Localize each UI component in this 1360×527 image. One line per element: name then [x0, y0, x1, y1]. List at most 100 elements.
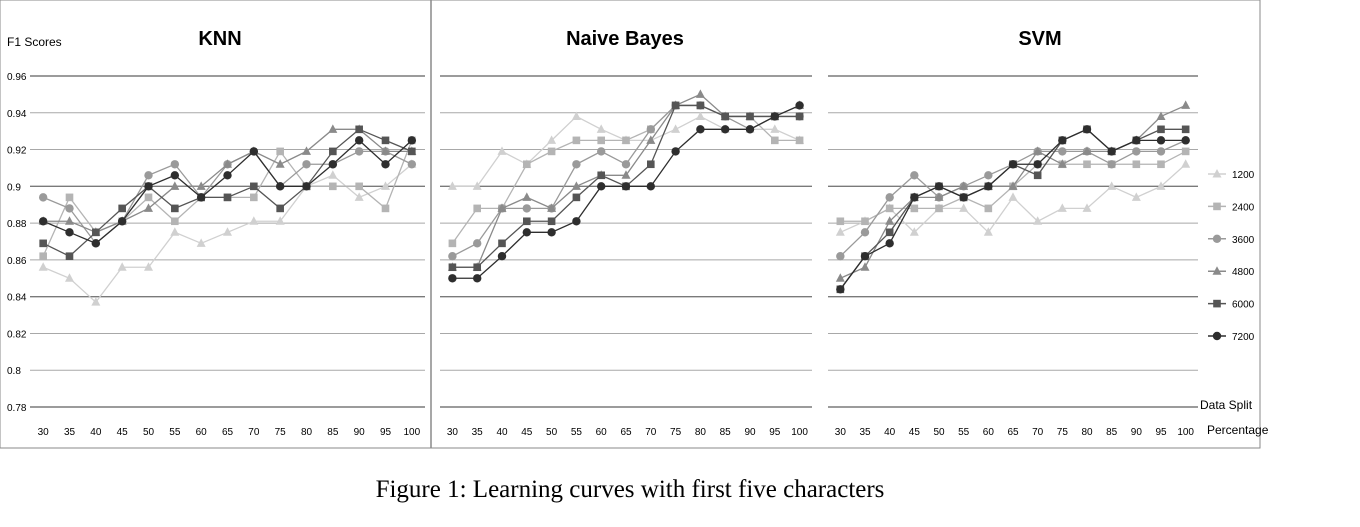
- x-tick-label: 40: [884, 427, 896, 438]
- data-point-6000: [39, 239, 47, 248]
- data-point-7200: [1132, 136, 1141, 145]
- data-point-4800: [381, 146, 390, 155]
- data-point-4800: [695, 89, 705, 98]
- x-tick-label: 100: [791, 427, 808, 438]
- y-tick-label: 0.92: [7, 146, 27, 157]
- data-point-1200: [497, 146, 507, 155]
- data-point-7200: [328, 160, 338, 169]
- x-tick-label: 60: [196, 427, 208, 438]
- data-point-7200: [770, 112, 779, 121]
- data-point-3600: [65, 204, 74, 213]
- data-point-7200: [1058, 136, 1067, 145]
- data-point-6000: [171, 204, 179, 213]
- data-point-7200: [497, 252, 507, 261]
- data-point-7200: [984, 182, 993, 191]
- data-point-2400: [984, 204, 993, 213]
- x-tick-label: 40: [496, 427, 508, 438]
- data-point-4800: [1057, 159, 1067, 168]
- y-axis-label: F1 Scores: [7, 35, 62, 49]
- data-point-4800: [934, 192, 944, 201]
- legend-label: 1200: [1232, 170, 1255, 181]
- x-tick-label: 85: [327, 427, 339, 438]
- data-point-7200: [522, 228, 531, 237]
- data-point-3600: [1107, 160, 1116, 169]
- x-axis-label-line1: Data Split: [1200, 398, 1253, 412]
- data-point-1200: [770, 124, 780, 133]
- data-point-1200: [547, 135, 557, 144]
- data-point-6000: [746, 112, 754, 121]
- data-point-6000: [498, 239, 506, 248]
- data-point-1200: [472, 181, 482, 190]
- data-point-2400: [523, 160, 531, 169]
- data-point-2400: [910, 204, 919, 213]
- figure-caption: Figure 1: Learning curves with first fiv…: [375, 476, 885, 503]
- data-point-6000: [276, 204, 284, 213]
- legend-label: 4800: [1232, 267, 1255, 278]
- data-point-4800: [571, 181, 581, 190]
- data-point-3600: [407, 160, 417, 169]
- data-point-3600: [860, 228, 870, 237]
- x-tick-label: 45: [117, 427, 129, 438]
- legend-label: 6000: [1232, 300, 1255, 311]
- data-point-2400: [381, 204, 390, 213]
- data-point-2400: [1083, 160, 1091, 169]
- data-point-3600: [885, 193, 894, 202]
- data-point-2400: [795, 136, 804, 145]
- x-tick-label: 30: [38, 427, 50, 438]
- data-point-7200: [1033, 160, 1042, 169]
- data-point-4800: [196, 181, 206, 190]
- data-point-6000: [65, 252, 74, 261]
- data-point-7200: [1082, 125, 1092, 134]
- data-point-7200: [354, 136, 364, 145]
- data-point-6000: [721, 112, 729, 121]
- data-point-2400: [473, 204, 481, 213]
- legend-marker-4800: [1212, 266, 1222, 275]
- data-point-4800: [1008, 181, 1018, 190]
- data-point-7200: [621, 182, 631, 191]
- data-point-7200: [860, 252, 870, 261]
- data-point-1200: [170, 227, 180, 236]
- data-point-1200: [959, 203, 969, 212]
- data-point-3600: [302, 160, 311, 169]
- data-point-3600: [984, 171, 993, 180]
- data-point-2400: [597, 136, 605, 145]
- data-point-1200: [695, 111, 705, 120]
- data-point-2400: [622, 136, 630, 145]
- data-point-6000: [1157, 125, 1165, 134]
- data-point-1200: [144, 262, 153, 271]
- data-point-4800: [302, 146, 311, 155]
- data-point-7200: [275, 182, 285, 191]
- y-tick-label: 0.86: [7, 256, 27, 267]
- data-point-4800: [1181, 100, 1191, 109]
- y-tick-label: 0.9: [7, 182, 21, 193]
- data-point-6000: [671, 101, 680, 110]
- data-point-7200: [144, 182, 153, 191]
- data-point-3600: [646, 125, 655, 134]
- data-point-2400: [547, 147, 556, 156]
- data-point-1200: [354, 192, 364, 201]
- data-point-4800: [1033, 146, 1043, 155]
- data-point-7200: [473, 274, 482, 283]
- data-point-3600: [910, 171, 919, 180]
- data-point-6000: [572, 193, 581, 202]
- data-point-3600: [1058, 147, 1067, 156]
- data-point-4800: [547, 203, 557, 212]
- learning-curves-figure: F1 Scores Data Split Percentage 0.78 0.8 0…: [0, 0, 1269, 449]
- x-tick-label: 95: [769, 427, 781, 438]
- data-point-6000: [381, 136, 390, 145]
- x-tick-label: 75: [275, 427, 287, 438]
- data-point-6000: [1181, 125, 1190, 134]
- data-point-6000: [355, 125, 363, 134]
- data-point-1200: [91, 297, 101, 306]
- data-point-7200: [65, 228, 74, 237]
- x-tick-label: 30: [447, 427, 459, 438]
- data-point-6000: [885, 228, 894, 237]
- x-tick-label: 40: [90, 427, 102, 438]
- x-tick-label: 30: [835, 427, 847, 438]
- data-point-3600: [473, 239, 482, 248]
- x-tick-label: 35: [472, 427, 484, 438]
- data-point-1200: [571, 111, 581, 120]
- data-point-7200: [836, 285, 845, 294]
- data-point-2400: [144, 193, 153, 202]
- x-tick-label: 35: [64, 427, 76, 438]
